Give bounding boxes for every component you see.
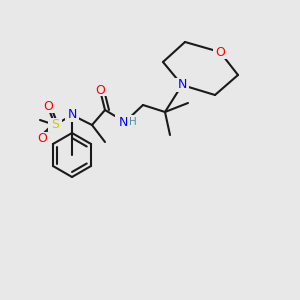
Bar <box>93 84 107 96</box>
Text: O: O <box>215 46 225 59</box>
Text: H: H <box>129 117 137 127</box>
Text: N: N <box>177 79 187 92</box>
Bar <box>65 108 79 122</box>
Bar <box>115 115 135 129</box>
Text: O: O <box>95 83 105 97</box>
Bar <box>35 132 49 144</box>
Text: N: N <box>67 109 77 122</box>
Bar <box>48 118 62 132</box>
Bar <box>213 45 227 59</box>
Text: O: O <box>43 100 53 113</box>
Bar <box>175 78 189 92</box>
Bar <box>41 101 55 113</box>
Text: O: O <box>37 131 47 145</box>
Text: S: S <box>51 118 59 131</box>
Text: N: N <box>118 116 128 128</box>
